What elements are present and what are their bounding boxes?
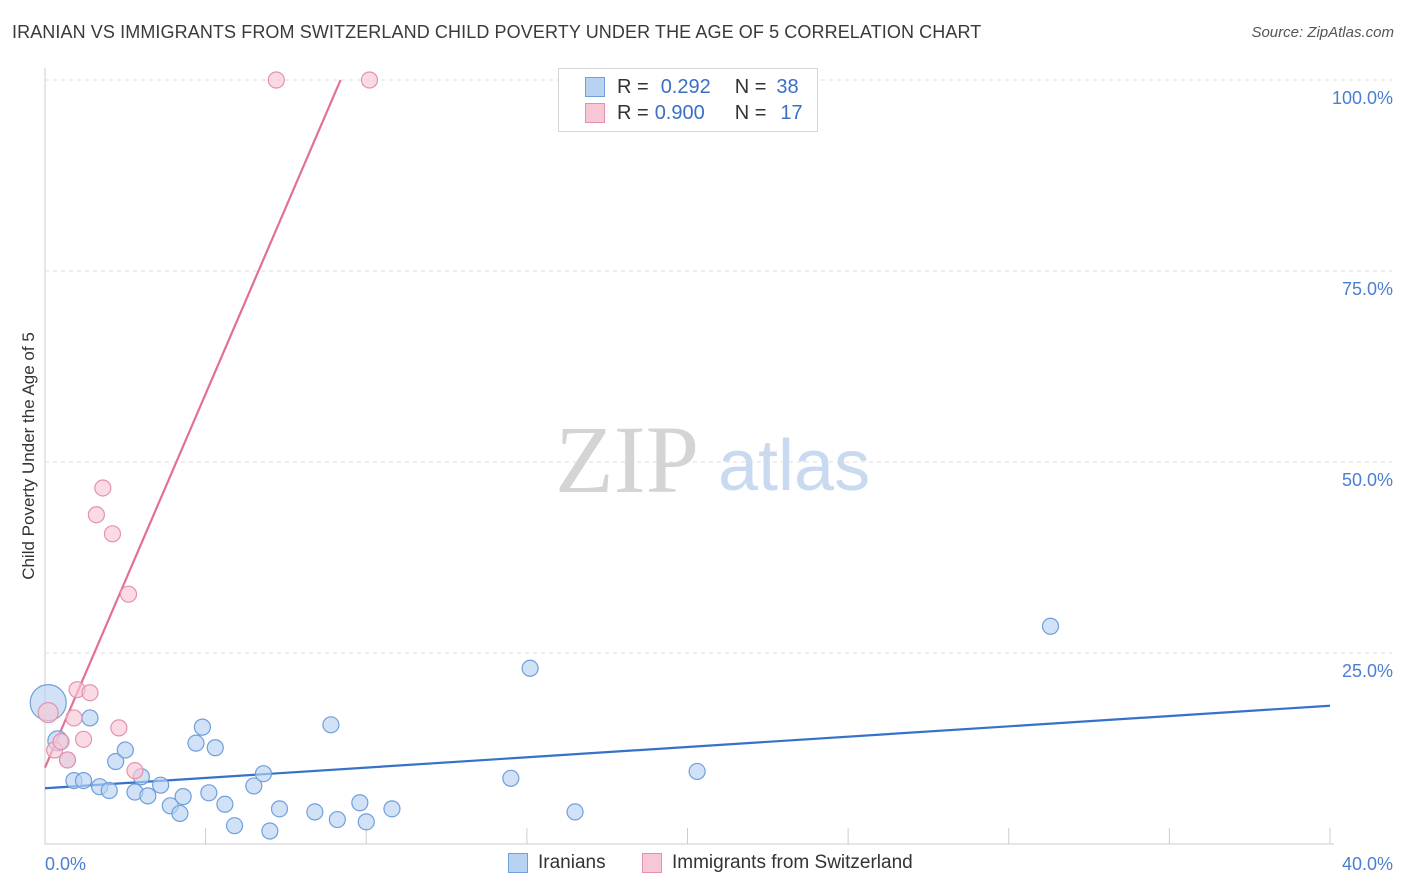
trendline-switzerland: [43, 79, 342, 769]
point-switzerland: [65, 709, 83, 727]
point-iranians: [502, 769, 520, 787]
point-switzerland: [52, 733, 70, 751]
bottom-legend-label: Iranians: [538, 852, 606, 873]
point-switzerland: [58, 751, 77, 769]
y-tick-label: 50.0%: [1342, 470, 1393, 490]
legend-swatch-pink: [585, 103, 605, 123]
watermark-atlas: atlas: [718, 426, 870, 506]
trendline-iranians: [44, 704, 1331, 790]
bottom-legend-swatch-blue: [508, 853, 528, 873]
bottom-legend-switzerland: Immigrants from Switzerland: [642, 852, 913, 874]
point-iranians: [152, 776, 170, 794]
legend-row-switzerland: R = 0.900 N = 17: [585, 101, 803, 125]
point-iranians: [357, 813, 375, 831]
legend-r-value: 0.900: [654, 101, 705, 124]
stats-legend: R = 0.292 N = 38 R = 0.900 N = 17: [558, 68, 818, 132]
chart-title: IRANIAN VS IMMIGRANTS FROM SWITZERLAND C…: [12, 22, 982, 42]
point-iranians: [245, 777, 263, 795]
point-iranians: [116, 741, 134, 759]
watermark: ZIP atlas: [555, 406, 870, 513]
point-iranians: [193, 718, 212, 736]
point-iranians: [254, 765, 273, 783]
point-iranians: [1041, 617, 1060, 635]
point-switzerland: [37, 701, 59, 724]
point-iranians: [139, 787, 157, 805]
y-tick-label: 75.0%: [1342, 279, 1393, 299]
points: [29, 71, 1060, 840]
bottom-legend-label: Immigrants from Switzerland: [672, 852, 913, 873]
legend-n-label: N =: [734, 101, 767, 124]
legend-n-value: 17: [780, 101, 803, 124]
point-iranians: [206, 739, 224, 757]
y-tick-label: 100.0%: [1332, 88, 1393, 108]
point-iranians: [261, 822, 279, 840]
y-tick-label: 25.0%: [1342, 661, 1393, 681]
watermark-zip: ZIP: [555, 406, 699, 513]
point-iranians: [81, 709, 99, 727]
point-switzerland: [360, 71, 379, 89]
point-iranians: [107, 752, 125, 771]
point-switzerland: [81, 684, 99, 702]
bottom-legend-swatch-pink: [642, 853, 662, 873]
point-iranians: [521, 659, 539, 677]
point-switzerland: [87, 506, 106, 524]
point-iranians: [74, 771, 93, 790]
point-iranians: [200, 784, 218, 802]
x-tick-label: 40.0%: [1342, 854, 1393, 874]
point-iranians: [351, 794, 369, 812]
point-iranians: [270, 800, 289, 818]
legend-n-label: N =: [734, 75, 767, 98]
point-switzerland: [126, 762, 144, 780]
point-iranians: [306, 803, 324, 821]
point-iranians: [383, 800, 401, 818]
point-switzerland: [74, 730, 93, 748]
point-iranians: [100, 781, 118, 800]
point-iranians: [187, 734, 205, 752]
point-switzerland: [94, 479, 112, 497]
point-iranians: [566, 803, 584, 821]
legend-n-value: 38: [776, 75, 799, 98]
legend-r-label: R =: [617, 101, 649, 124]
point-switzerland: [103, 525, 122, 543]
point-switzerland: [119, 585, 138, 603]
point-iranians: [225, 817, 244, 835]
source-label: Source: ZipAtlas.com: [1251, 24, 1394, 41]
legend-r-label: R =: [617, 75, 649, 98]
bottom-legend-iranians: Iranians: [508, 852, 606, 874]
point-iranians: [322, 716, 340, 734]
point-iranians: [174, 788, 192, 806]
point-iranians: [216, 795, 234, 813]
point-iranians: [688, 762, 706, 781]
legend-swatch-blue: [585, 77, 605, 97]
legend-row-iranians: R = 0.292 N = 38: [585, 75, 799, 99]
point-iranians: [328, 810, 346, 829]
point-switzerland: [110, 719, 128, 737]
x-tick-label: 0.0%: [45, 854, 86, 874]
legend-r-value: 0.292: [660, 75, 711, 98]
tick-labels: 25.0% 50.0% 75.0% 100.0% 0.0% 40.0%: [45, 88, 1393, 874]
point-iranians: [171, 804, 189, 823]
y-axis-label: Child Poverty Under the Age of 5: [19, 332, 38, 580]
point-switzerland: [267, 71, 285, 89]
